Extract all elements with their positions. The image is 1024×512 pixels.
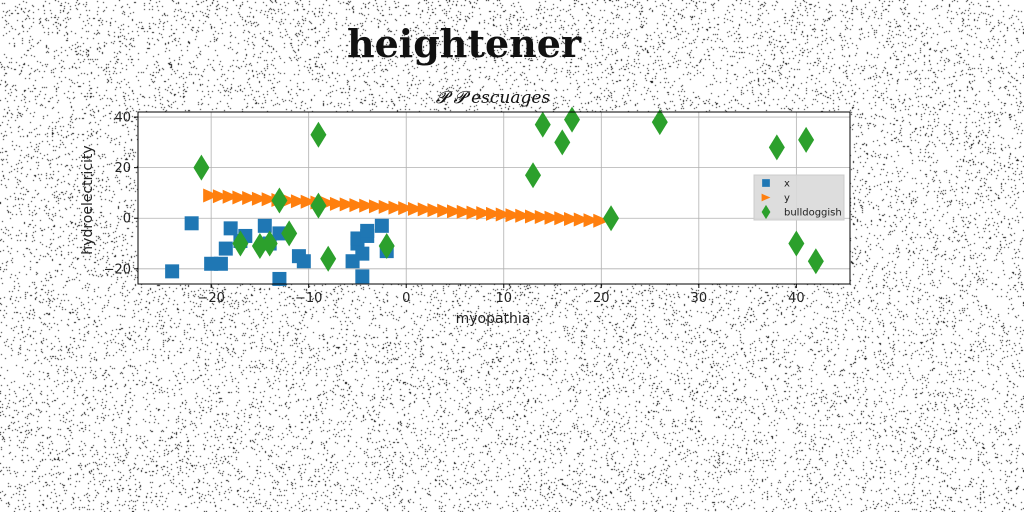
data-point bbox=[368, 199, 385, 214]
data-point bbox=[398, 201, 415, 216]
chart-title: 𝓟 𝓟 escuages bbox=[436, 88, 551, 108]
data-point bbox=[378, 199, 395, 214]
legend-label: x bbox=[784, 179, 790, 190]
x-tick-label: 30 bbox=[691, 291, 708, 306]
data-point bbox=[213, 256, 228, 271]
series-3 bbox=[193, 106, 824, 275]
data-point bbox=[193, 154, 210, 181]
data-point bbox=[203, 188, 220, 203]
data-point bbox=[525, 209, 542, 224]
data-point bbox=[310, 121, 327, 148]
data-point bbox=[251, 191, 268, 206]
data-point bbox=[257, 218, 272, 233]
data-point bbox=[554, 211, 571, 226]
data-point bbox=[525, 162, 542, 189]
series-1 bbox=[165, 216, 394, 286]
data-point bbox=[296, 254, 311, 269]
x-tick-label: 10 bbox=[495, 291, 512, 306]
data-point bbox=[388, 200, 405, 215]
data-point bbox=[218, 241, 233, 256]
legend-marker bbox=[762, 179, 770, 187]
data-point bbox=[476, 206, 493, 221]
data-point bbox=[272, 226, 287, 241]
axis-ticks: −20 −10 0 10 20 30 40 −20 0 20 40 bbox=[104, 111, 805, 306]
data-point bbox=[798, 126, 815, 153]
data-point bbox=[310, 192, 327, 219]
y-tick-label: −20 bbox=[104, 262, 131, 277]
legend-marker bbox=[761, 193, 771, 202]
x-axis-label: myopathia bbox=[456, 311, 531, 327]
data-point bbox=[329, 196, 346, 211]
data-point bbox=[272, 271, 287, 286]
y-axis-label: hydroelectricity bbox=[80, 145, 96, 254]
legend: xy bulldoggish bbox=[753, 174, 845, 221]
data-point bbox=[222, 189, 239, 204]
data-point bbox=[212, 189, 229, 204]
data-point bbox=[564, 106, 581, 133]
data-point bbox=[515, 208, 532, 223]
data-point bbox=[583, 213, 600, 228]
data-point bbox=[554, 129, 571, 156]
data-point bbox=[281, 220, 298, 247]
legend-label: bulldoggish bbox=[784, 208, 842, 219]
data-point bbox=[446, 204, 463, 219]
data-point bbox=[417, 202, 434, 217]
data-point bbox=[184, 216, 199, 231]
y-tick-label: 0 bbox=[123, 212, 131, 227]
data-point bbox=[807, 248, 824, 275]
y-tick-label: 40 bbox=[114, 111, 131, 126]
data-point bbox=[339, 197, 356, 212]
x-tick-label: −20 bbox=[197, 291, 224, 306]
legend-marker bbox=[761, 204, 771, 220]
data-point bbox=[534, 111, 551, 138]
x-tick-label: 40 bbox=[788, 291, 805, 306]
data-point bbox=[573, 212, 590, 227]
data-point bbox=[223, 221, 238, 236]
data-point bbox=[603, 205, 620, 232]
data-point bbox=[261, 192, 278, 207]
data-point bbox=[355, 246, 370, 261]
data-point bbox=[407, 201, 424, 216]
x-tick-label: −10 bbox=[295, 291, 322, 306]
page-title: heightener bbox=[347, 21, 582, 66]
data-point bbox=[534, 209, 551, 224]
y-tick-label: 20 bbox=[114, 161, 131, 176]
data-point bbox=[427, 203, 444, 218]
data-point bbox=[437, 203, 454, 218]
data-point bbox=[290, 194, 307, 209]
series-layer bbox=[165, 106, 824, 286]
plot-frame bbox=[137, 111, 851, 285]
data-point bbox=[271, 187, 288, 214]
data-point bbox=[232, 190, 249, 205]
data-point bbox=[165, 264, 180, 279]
data-point bbox=[242, 191, 259, 205]
data-point bbox=[544, 210, 561, 225]
data-point bbox=[788, 230, 805, 257]
data-point bbox=[251, 233, 268, 260]
data-point bbox=[378, 233, 395, 260]
data-point bbox=[593, 213, 610, 228]
data-point bbox=[456, 204, 473, 219]
data-point bbox=[261, 230, 278, 257]
legend-label: y bbox=[784, 193, 790, 204]
data-point bbox=[360, 223, 375, 238]
data-point bbox=[486, 206, 502, 221]
data-point bbox=[359, 198, 376, 213]
data-point bbox=[466, 205, 483, 220]
data-point bbox=[300, 194, 317, 209]
data-point bbox=[374, 218, 389, 233]
data-point bbox=[495, 207, 512, 222]
x-tick-label: 0 bbox=[402, 291, 410, 306]
data-point bbox=[232, 230, 249, 257]
data-point bbox=[768, 134, 785, 161]
data-point bbox=[505, 208, 522, 223]
data-point bbox=[320, 245, 337, 272]
data-point bbox=[651, 109, 668, 136]
data-point bbox=[355, 269, 370, 284]
data-point bbox=[564, 211, 581, 226]
x-tick-label: 20 bbox=[593, 291, 610, 306]
data-point bbox=[349, 198, 366, 213]
